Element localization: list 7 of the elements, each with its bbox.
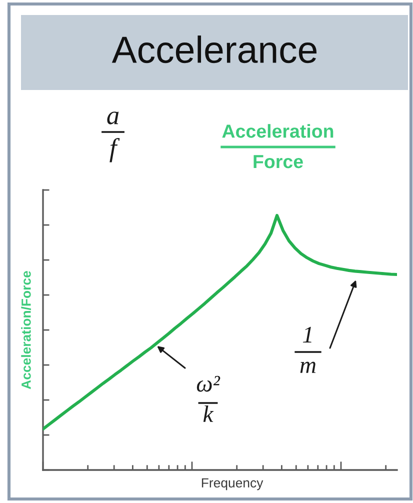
y-axis-title: Acceleration/Force [21, 271, 31, 390]
x-axis-title: Frequency [202, 478, 264, 490]
text: a f [107, 112, 120, 162]
chart-title: Accelerance [112, 36, 317, 64]
text: Acceleration Force [222, 124, 334, 168]
annotation: ω² k [196, 376, 220, 422]
annotation: 1 m [300, 326, 316, 373]
